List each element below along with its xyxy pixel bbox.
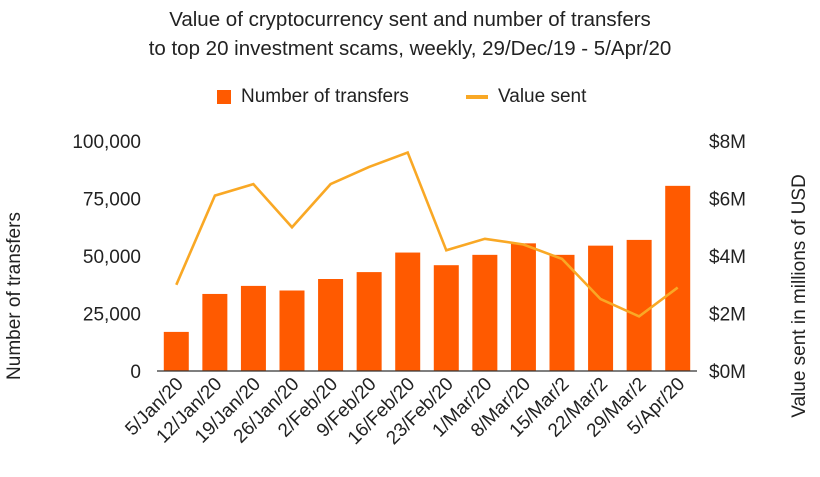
y-tick-label-right: $8M <box>709 132 746 153</box>
bar <box>626 239 652 371</box>
y-tick-label-right: $4M <box>709 247 746 268</box>
chart-subtitle: to top 20 investment scams, weekly, 29/D… <box>148 37 672 60</box>
bar <box>356 272 382 371</box>
y-tick-label-right: $0M <box>709 362 746 383</box>
y-tick-label-left: 75,000 <box>83 190 141 211</box>
bar <box>163 331 189 371</box>
bar <box>395 252 421 371</box>
y-tick-label-left: 100,000 <box>72 132 141 153</box>
legend-swatch-bar <box>217 90 231 104</box>
y-tick-label-left: 50,000 <box>83 247 141 268</box>
bar <box>549 254 575 371</box>
y-tick-label-left: 25,000 <box>83 305 141 326</box>
bar <box>318 279 344 371</box>
bar <box>510 243 536 371</box>
y-tick-label-right: $2M <box>709 305 746 326</box>
y-tick-label-right: $6M <box>709 190 746 211</box>
chart-title: Value of cryptocurrency sent and number … <box>169 8 651 31</box>
legend-item-value: Value sent <box>466 86 586 108</box>
bar <box>665 185 691 371</box>
legend-swatch-line <box>466 95 488 99</box>
bar <box>588 245 614 371</box>
legend-item-transfers: Number of transfers <box>217 86 409 108</box>
legend-label-transfers: Number of transfers <box>241 86 409 107</box>
y-tick-label-left: 0 <box>130 362 141 383</box>
legend-label-value: Value sent <box>498 86 587 107</box>
bar <box>240 285 266 371</box>
bar <box>433 265 459 371</box>
bar <box>472 254 498 371</box>
bar <box>202 293 228 371</box>
value-line <box>175 150 679 318</box>
bar <box>279 290 305 371</box>
